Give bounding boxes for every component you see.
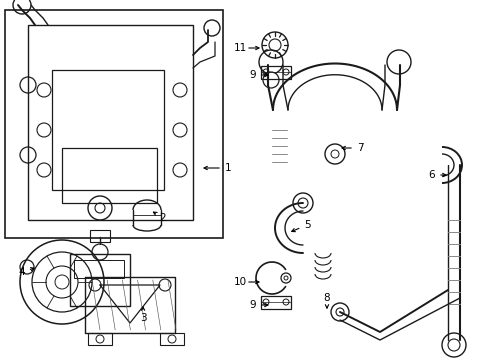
- Bar: [28, 25, 193, 220]
- Text: 2: 2: [160, 213, 166, 223]
- Circle shape: [263, 72, 279, 88]
- Text: 11: 11: [233, 43, 246, 53]
- Bar: [70, 254, 130, 306]
- Bar: [74, 260, 124, 278]
- Text: 7: 7: [357, 143, 363, 153]
- Text: 5: 5: [304, 220, 310, 230]
- Text: 1: 1: [225, 163, 231, 173]
- Bar: [261, 296, 291, 309]
- Bar: [88, 333, 112, 345]
- Bar: [62, 148, 157, 203]
- Text: 8: 8: [324, 293, 330, 303]
- Text: 9: 9: [250, 300, 256, 310]
- Text: 6: 6: [429, 170, 435, 180]
- Bar: [261, 66, 291, 79]
- Bar: [5, 10, 223, 238]
- Text: 4: 4: [19, 267, 25, 277]
- Text: 10: 10: [233, 277, 246, 287]
- Text: 3: 3: [140, 313, 147, 323]
- Text: 9: 9: [250, 70, 256, 80]
- Bar: [90, 230, 110, 242]
- Bar: [52, 70, 164, 190]
- Bar: [160, 333, 184, 345]
